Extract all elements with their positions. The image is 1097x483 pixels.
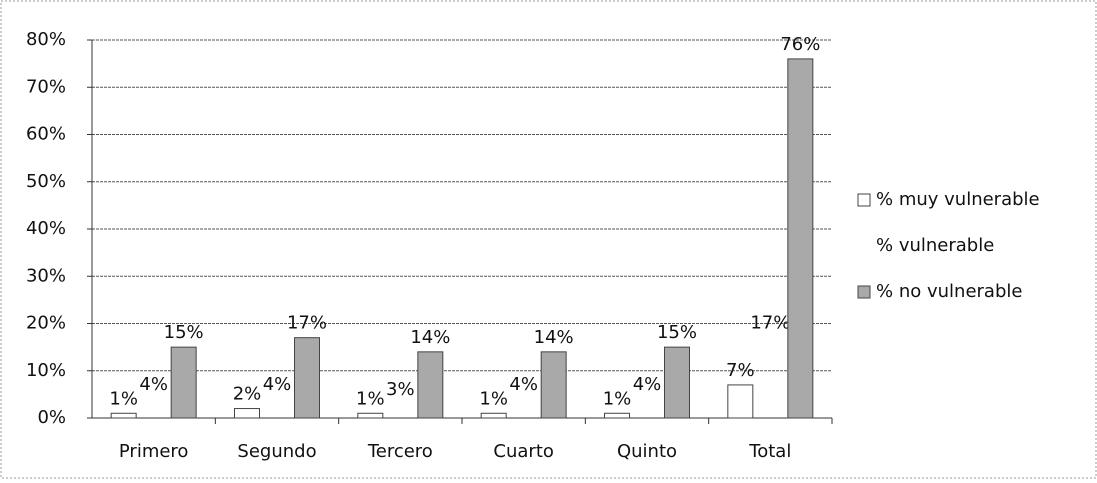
y-tick-label: 80%	[26, 29, 66, 50]
data-label: 76%	[780, 34, 820, 55]
bar	[357, 412, 384, 419]
bar	[141, 399, 166, 418]
y-tick-label: 20%	[26, 313, 66, 334]
bar	[604, 412, 630, 419]
data-label: 4%	[633, 374, 662, 395]
x-tick-label: Cuarto	[493, 441, 553, 462]
data-label: 4%	[263, 374, 292, 395]
y-tick-label: 50%	[26, 171, 66, 192]
bar	[294, 337, 320, 419]
y-tick-label: 40%	[26, 218, 66, 239]
bar	[727, 384, 754, 419]
x-tick-label: Quinto	[617, 441, 677, 462]
bar	[540, 351, 567, 419]
data-label: 1%	[109, 388, 138, 409]
data-label: 2%	[233, 384, 262, 405]
legend-label: % muy vulnerable	[876, 189, 1040, 210]
x-tick-label: Tercero	[367, 441, 433, 462]
x-tick-label: Total	[748, 441, 791, 462]
data-label: 14%	[534, 327, 574, 348]
data-label: 4%	[509, 374, 538, 395]
data-label: 14%	[410, 327, 450, 348]
y-tick-label: 10%	[26, 360, 66, 381]
data-label: 15%	[164, 322, 204, 343]
bar	[417, 351, 444, 419]
data-label: 7%	[726, 360, 755, 381]
data-label: 4%	[139, 374, 168, 395]
bar	[388, 404, 413, 418]
y-tick-label: 70%	[26, 76, 66, 97]
data-label: 1%	[603, 388, 632, 409]
data-label: 17%	[750, 313, 790, 334]
bar	[635, 399, 660, 418]
legend-label: % vulnerable	[876, 235, 994, 256]
y-tick-label: 0%	[37, 407, 66, 428]
data-label: 1%	[356, 388, 385, 409]
bar	[480, 412, 507, 419]
bar	[758, 338, 783, 418]
y-tick-label: 60%	[26, 124, 66, 145]
x-tick-label: Primero	[119, 441, 189, 462]
bar	[265, 399, 290, 418]
x-tick-label: Segundo	[237, 441, 316, 462]
legend-label: % no vulnerable	[876, 281, 1022, 302]
bar	[234, 408, 260, 419]
data-label: 1%	[479, 388, 508, 409]
data-label: 15%	[657, 322, 697, 343]
bar	[664, 346, 690, 419]
data-label: 17%	[287, 313, 327, 334]
bar	[787, 58, 814, 419]
legend-swatch	[857, 193, 871, 207]
bar	[170, 346, 197, 419]
bar	[511, 399, 536, 418]
legend-swatch	[857, 285, 871, 299]
data-label: 3%	[386, 379, 415, 400]
bar	[110, 412, 137, 419]
y-tick-label: 30%	[26, 265, 66, 286]
